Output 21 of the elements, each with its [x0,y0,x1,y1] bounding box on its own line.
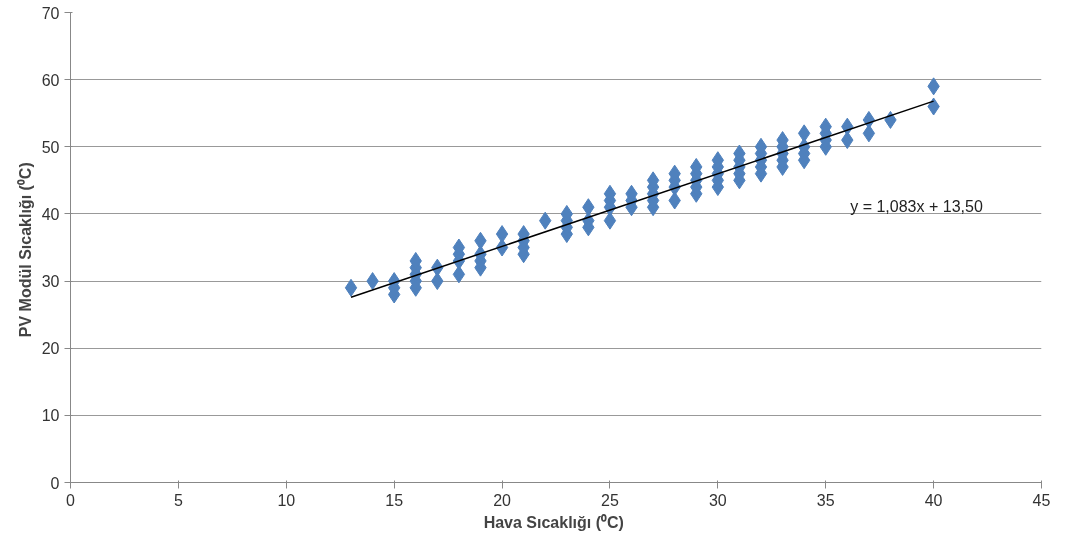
x-tick-label: 10 [277,491,296,509]
y-tick-label: 40 [41,205,60,223]
x-tick-label: 20 [493,491,512,509]
x-tick-label: 30 [708,491,727,509]
annotation: y = 1,083x + 13,50 [850,198,983,215]
y-axis-title: PV Modül Sıcaklığı (⁰C) [16,162,34,338]
y-tick-label: 50 [41,138,60,156]
x-tick-label: 40 [924,491,943,509]
y-tick-label: 10 [41,407,60,425]
x-tick-label: 0 [66,491,76,509]
y-tick-label: 0 [50,474,60,492]
x-tick-label: 15 [385,491,404,509]
x-tick-label: 35 [816,491,835,509]
x-tick-label: 45 [1032,491,1051,509]
x-tick-label: 25 [601,491,619,509]
y-tick-label: 70 [41,4,60,22]
y-tick-label: 60 [41,71,60,89]
x-tick-label: 5 [173,491,183,509]
x-axis-title: Hava Sıcaklığı (⁰C) [483,513,624,531]
y-tick-label: 20 [41,340,60,358]
y-tick-label: 30 [41,273,60,291]
